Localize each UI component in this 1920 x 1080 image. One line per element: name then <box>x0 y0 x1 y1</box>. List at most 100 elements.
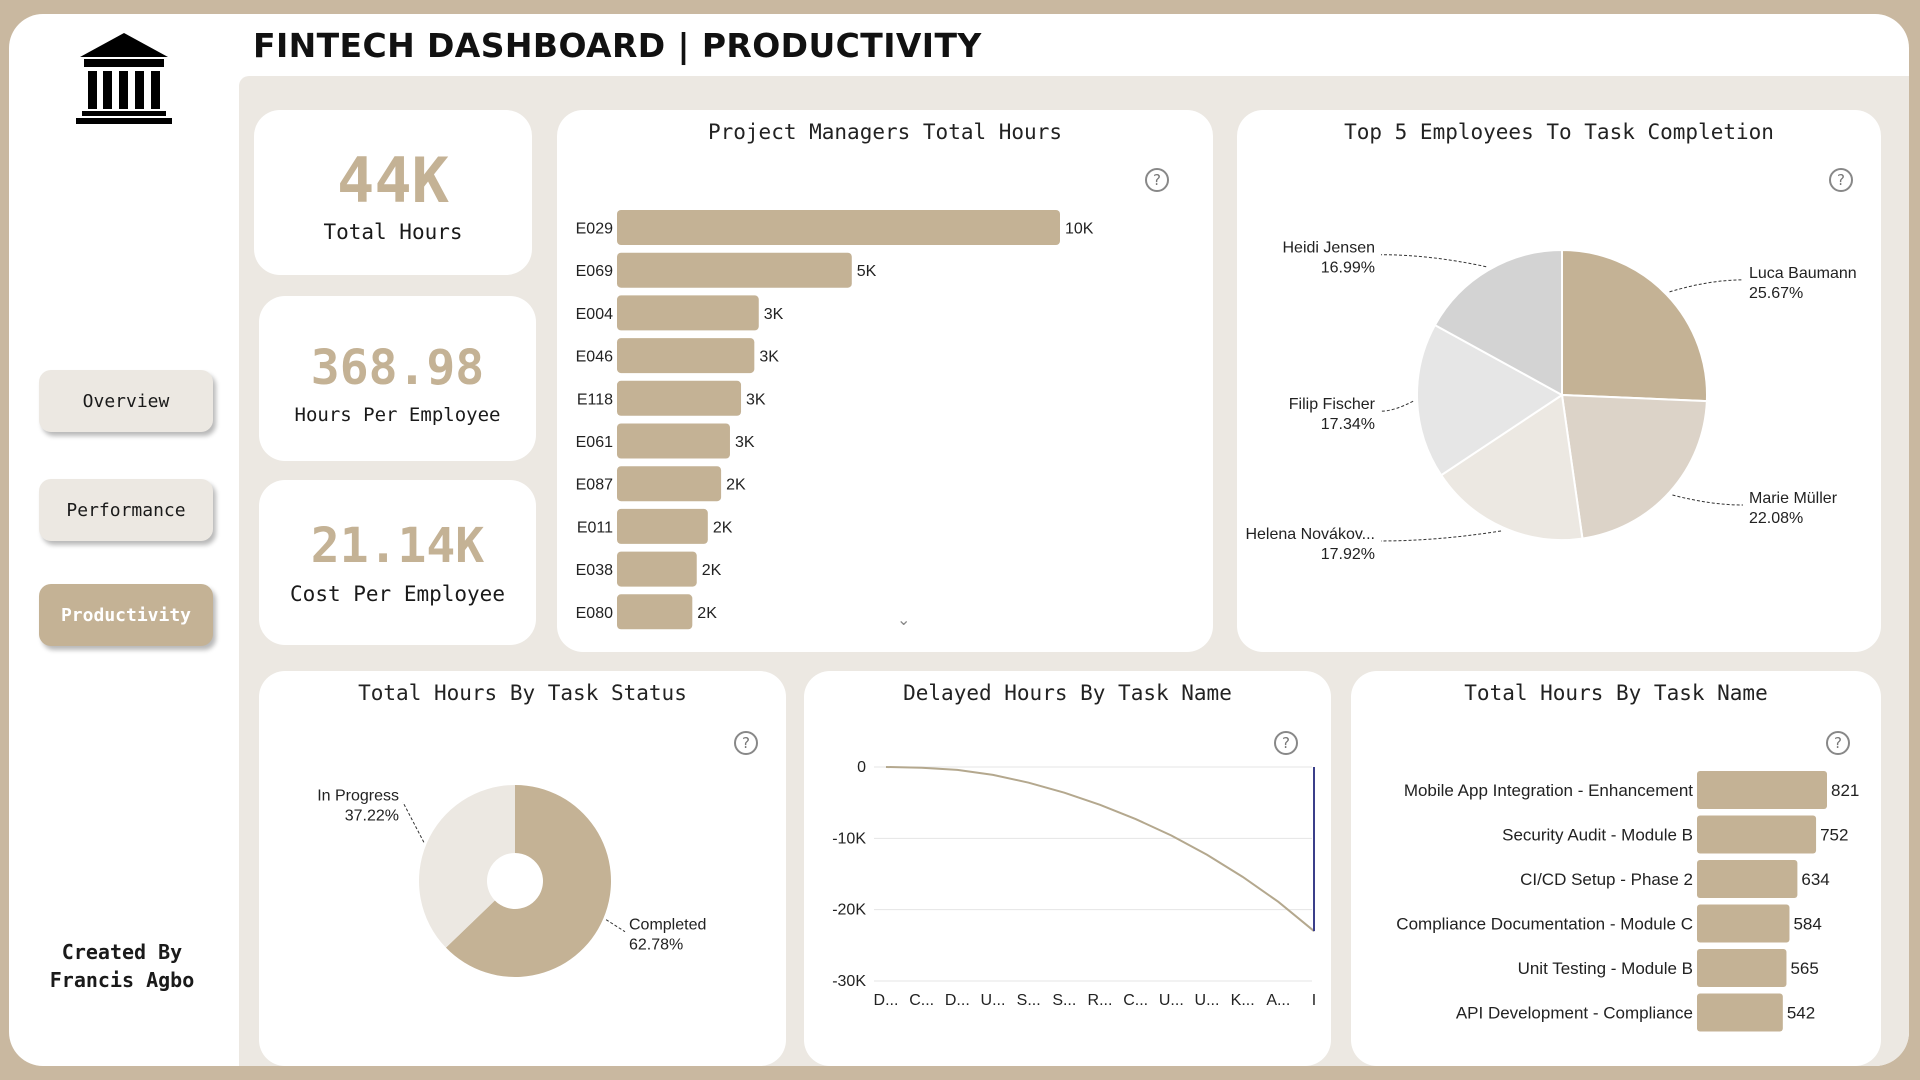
help-icon[interactable]: ? <box>1826 731 1850 755</box>
chart-title: Project Managers Total Hours <box>707 120 1062 144</box>
data-label: 584 <box>1793 915 1821 934</box>
slice-value-label: 37.22% <box>345 807 399 824</box>
help-icon[interactable]: ? <box>1145 168 1169 192</box>
bar <box>1697 993 1783 1032</box>
data-label: 542 <box>1787 1004 1815 1023</box>
series-line <box>885 766 1315 932</box>
x-tick-label: R... <box>1088 992 1113 1009</box>
bar <box>1697 860 1798 898</box>
y-tick-label: Security Audit - Module B <box>1502 826 1693 845</box>
slice-value-label: 17.92% <box>1321 546 1375 563</box>
slice-value-label: 25.67% <box>1749 285 1803 302</box>
content-area: 44K Total Hours 368.98 Hours Per Employe… <box>239 76 1909 1066</box>
slice-name-label: Luca Baumann <box>1749 265 1857 282</box>
x-tick-label: D... <box>945 992 970 1009</box>
top5-pie-chart: Luca Baumann 25.67% Marie Müller 22.08% Hele… <box>1245 240 1857 563</box>
slice-value-label: 16.99% <box>1321 260 1375 277</box>
slice-value-label: 17.34% <box>1321 416 1375 433</box>
pie-slice <box>1433 248 1563 397</box>
data-label: 821 <box>1831 781 1859 800</box>
y-tick-label: CI/CD Setup - Phase 2 <box>1520 870 1693 889</box>
task-hours-bar-chart: Mobile App Integration - Enhancement 821 S… <box>1396 771 1859 1032</box>
leader-line <box>402 802 425 843</box>
chart-card-task-status: Total Hours By Task Status ? Completed 62… <box>259 671 786 1066</box>
x-tick-label: K... <box>1231 992 1255 1009</box>
slice-name-label: Completed <box>629 917 706 934</box>
y-tick-label: E061 <box>576 434 613 451</box>
leader-line <box>1380 254 1487 268</box>
y-tick-label: E004 <box>576 306 613 323</box>
leader-line <box>1672 494 1744 506</box>
data-label: 5K <box>857 263 877 280</box>
data-label: 3K <box>746 391 766 408</box>
x-tick-label: U... <box>1159 992 1184 1009</box>
kpi-label: Cost Per Employee <box>290 582 505 606</box>
y-tick-label: Mobile App Integration - Enhancement <box>1404 781 1693 800</box>
y-tick-label: -30K <box>832 973 866 990</box>
slice-name-label: Filip Fischer <box>1289 396 1376 413</box>
delayed-hours-line-chart: 0 -10K -20K -30K D... C... D... U... S... S... R..… <box>832 759 1316 1009</box>
nav-performance-button[interactable]: Performance <box>39 479 213 541</box>
pm-hours-chart: E029 10K E069 5K E004 3K E046 3K E118 3K E061 3K E08… <box>576 210 1094 630</box>
credit-line-2: Francis Agbo <box>49 968 195 992</box>
pie-slice <box>1416 323 1564 477</box>
nav-productivity-button[interactable]: Productivity <box>39 584 213 646</box>
x-tick-label: U... <box>1195 992 1220 1009</box>
kpi-card-cost-per-employee: 21.14K Cost Per Employee <box>259 480 536 645</box>
bar <box>1697 771 1827 809</box>
y-tick-label: 0 <box>857 759 866 776</box>
chevron-down-icon[interactable]: ⌄ <box>897 612 911 629</box>
y-tick-label: Unit Testing - Module B <box>1518 959 1693 978</box>
x-tick-label: S... <box>1017 992 1041 1009</box>
chart-title: Top 5 Employees To Task Completion <box>1344 120 1774 144</box>
chart-card-pm-hours: Project Managers Total Hours ? E029 10K E0… <box>557 110 1213 652</box>
kpi-card-hours-per-employee: 368.98 Hours Per Employee <box>259 296 536 461</box>
bar <box>617 295 759 331</box>
chart-card-task-hours: Total Hours By Task Name ? Mobile App In… <box>1351 671 1881 1066</box>
y-tick-label: E011 <box>577 519 613 536</box>
data-label: 752 <box>1820 826 1848 845</box>
bar <box>617 594 693 630</box>
y-tick-label: API Development - Compliance <box>1456 1004 1693 1023</box>
kpi-value: 368.98 <box>310 340 485 396</box>
kpi-value: 44K <box>337 144 449 217</box>
bar <box>1697 815 1817 854</box>
bank-building-icon <box>76 33 172 124</box>
pie-slice <box>1561 248 1708 403</box>
data-label: 2K <box>697 605 717 622</box>
leader-line <box>1380 530 1502 542</box>
donut-slice <box>419 785 515 948</box>
y-tick-label: -20K <box>832 902 866 919</box>
page-title: FINTECH DASHBOARD | PRODUCTIVITY <box>253 26 982 65</box>
chart-title: Total Hours By Task Status <box>358 681 687 705</box>
bar <box>617 551 697 587</box>
help-icon[interactable]: ? <box>1829 168 1853 192</box>
x-tick-label: D... <box>874 992 899 1009</box>
help-icon[interactable]: ? <box>734 731 758 755</box>
x-tick-label: U... <box>981 992 1006 1009</box>
slice-name-label: Marie Müller <box>1749 490 1838 507</box>
bar <box>1697 949 1787 987</box>
x-tick-label: I <box>1312 992 1316 1009</box>
kpi-label: Total Hours <box>323 220 463 244</box>
leader-line <box>1380 400 1414 412</box>
x-tick-label: C... <box>1123 992 1148 1009</box>
data-label: 3K <box>759 349 779 366</box>
author-credit: Created By Francis Agbo <box>27 938 217 994</box>
data-label: 2K <box>726 477 746 494</box>
x-tick-label: A... <box>1266 992 1290 1009</box>
slice-name-label: In Progress <box>317 787 399 804</box>
credit-line-1: Created By <box>61 940 183 964</box>
kpi-value: 21.14K <box>310 518 485 574</box>
data-label: 3K <box>735 434 755 451</box>
pie-slice <box>1560 393 1708 540</box>
data-label: 565 <box>1790 959 1818 978</box>
kpi-label: Hours Per Employee <box>294 404 501 426</box>
help-icon[interactable]: ? <box>1274 731 1298 755</box>
data-label: 2K <box>713 519 733 536</box>
task-status-donut-chart: Completed 62.78% In Progress 37.22% <box>317 785 706 977</box>
chart-title: Total Hours By Task Name <box>1464 681 1768 705</box>
data-label: 634 <box>1801 870 1829 889</box>
nav-overview-button[interactable]: Overview <box>39 370 213 432</box>
bar <box>617 423 730 459</box>
